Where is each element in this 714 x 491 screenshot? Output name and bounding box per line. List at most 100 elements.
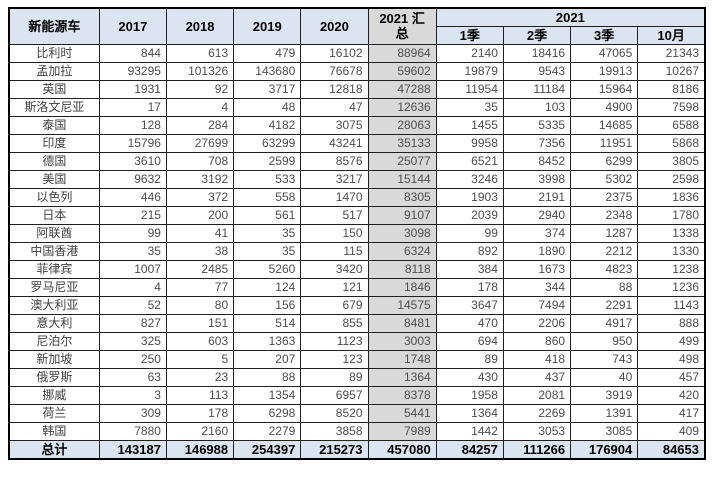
value-cell: 123	[300, 350, 369, 369]
value-cell: 533	[233, 170, 302, 189]
value-cell: 89	[435, 350, 504, 369]
value-cell: 499	[637, 332, 706, 351]
value-cell: 8481	[367, 314, 437, 333]
value-cell: 446	[98, 188, 167, 207]
value-cell: 200	[165, 206, 235, 225]
value-cell: 1391	[570, 404, 639, 423]
value-cell: 8305	[367, 188, 437, 207]
table-row: 中国香港 35 38 35 115 6324 892 1890 2212 1330	[8, 242, 706, 261]
nev-export-table: 新能源车 2017 2018 2019 2020 2021 汇总 2021 1季…	[8, 7, 706, 460]
value-cell: 1846	[367, 278, 437, 297]
value-cell: 2375	[570, 188, 639, 207]
value-cell: 409	[637, 422, 706, 441]
value-cell: 5260	[233, 260, 302, 279]
col-header-2020: 2020	[300, 7, 369, 45]
value-cell: 151	[165, 314, 235, 333]
value-cell: 3098	[367, 224, 437, 243]
value-cell: 1673	[502, 260, 572, 279]
value-cell: 215273	[300, 440, 369, 460]
value-cell: 437	[502, 368, 572, 387]
value-cell: 827	[98, 314, 167, 333]
value-cell: 1748	[367, 350, 437, 369]
value-cell: 1236	[637, 278, 706, 297]
table-page: 新能源车 2017 2018 2019 2020 2021 汇总 2021 1季…	[8, 7, 706, 460]
value-cell: 372	[165, 188, 235, 207]
country-name-cell: 俄罗斯	[8, 368, 100, 387]
value-cell: 2160	[165, 422, 235, 441]
table-row: 挪威 3 113 1354 6957 8378 1958 2081 3919 420	[8, 386, 706, 405]
value-cell: 3217	[300, 170, 369, 189]
value-cell: 3246	[435, 170, 504, 189]
col-header-oct: 10月	[637, 26, 706, 45]
value-cell: 113	[165, 386, 235, 405]
value-cell: 35	[233, 224, 302, 243]
value-cell: 4	[165, 98, 235, 117]
total-label-cell: 总计	[8, 440, 100, 460]
value-cell: 99	[98, 224, 167, 243]
table-row: 荷兰 309 178 6298 8520 5441 1364 2269 1391 417	[8, 404, 706, 423]
value-cell: 15796	[98, 134, 167, 153]
value-cell: 613	[165, 44, 235, 63]
value-cell: 8520	[300, 404, 369, 423]
value-cell: 10267	[637, 62, 706, 81]
value-cell: 27699	[165, 134, 235, 153]
table-row: 俄罗斯 63 23 88 89 1364 430 437 40 457	[8, 368, 706, 387]
value-cell: 77	[165, 278, 235, 297]
value-cell: 950	[570, 332, 639, 351]
table-row: 印度 15796 27699 63299 43241 35133 9958 7356 11951…	[8, 134, 706, 153]
value-cell: 374	[502, 224, 572, 243]
table-body: 比利时 844 613 479 16102 88964 2140 18416 47065 2134…	[8, 44, 706, 460]
value-cell: 40	[570, 368, 639, 387]
value-cell: 178	[435, 278, 504, 297]
value-cell: 17	[98, 98, 167, 117]
value-cell: 8186	[637, 80, 706, 99]
value-cell: 35	[98, 242, 167, 261]
value-cell: 7989	[367, 422, 437, 441]
value-cell: 48	[233, 98, 302, 117]
value-cell: 514	[233, 314, 302, 333]
value-cell: 47065	[570, 44, 639, 63]
value-cell: 2940	[502, 206, 572, 225]
value-cell: 250	[98, 350, 167, 369]
country-name-cell: 日本	[8, 206, 100, 225]
value-cell: 558	[233, 188, 302, 207]
value-cell: 888	[637, 314, 706, 333]
value-cell: 3420	[300, 260, 369, 279]
value-cell: 3075	[300, 116, 369, 135]
value-cell: 284	[165, 116, 235, 135]
value-cell: 28063	[367, 116, 437, 135]
col-header-2019: 2019	[233, 7, 302, 45]
table-header: 新能源车 2017 2018 2019 2020 2021 汇总 2021 1季…	[8, 7, 706, 45]
country-name-cell: 尼泊尔	[8, 332, 100, 351]
table-row: 泰国 128 284 4182 3075 28063 1455 5335 14685 6588	[8, 116, 706, 135]
value-cell: 2212	[570, 242, 639, 261]
country-name-cell: 菲律宾	[8, 260, 100, 279]
value-cell: 3053	[502, 422, 572, 441]
value-cell: 2140	[435, 44, 504, 63]
table-row: 日本 215 200 561 517 9107 2039 2940 2348 1780	[8, 206, 706, 225]
value-cell: 11951	[570, 134, 639, 153]
value-cell: 35	[233, 242, 302, 261]
value-cell: 14575	[367, 296, 437, 315]
value-cell: 15964	[570, 80, 639, 99]
value-cell: 150	[300, 224, 369, 243]
value-cell: 5441	[367, 404, 437, 423]
col-header-q2: 2季	[502, 26, 572, 45]
value-cell: 12636	[367, 98, 437, 117]
value-cell: 4	[98, 278, 167, 297]
col-header-2017: 2017	[98, 7, 167, 45]
value-cell: 7356	[502, 134, 572, 153]
value-cell: 84257	[435, 440, 504, 460]
col-header-q1: 1季	[435, 26, 504, 45]
country-name-cell: 印度	[8, 134, 100, 153]
value-cell: 101326	[165, 62, 235, 81]
value-cell: 52	[98, 296, 167, 315]
value-cell: 743	[570, 350, 639, 369]
table-row: 韩国 7880 2160 2279 3858 7989 1442 3053 3085 409	[8, 422, 706, 441]
value-cell: 457080	[367, 440, 437, 460]
value-cell: 417	[637, 404, 706, 423]
value-cell: 1123	[300, 332, 369, 351]
value-cell: 2599	[233, 152, 302, 171]
table-row: 斯洛文尼亚 17 4 48 47 12636 35 103 4900 7598	[8, 98, 706, 117]
value-cell: 3647	[435, 296, 504, 315]
